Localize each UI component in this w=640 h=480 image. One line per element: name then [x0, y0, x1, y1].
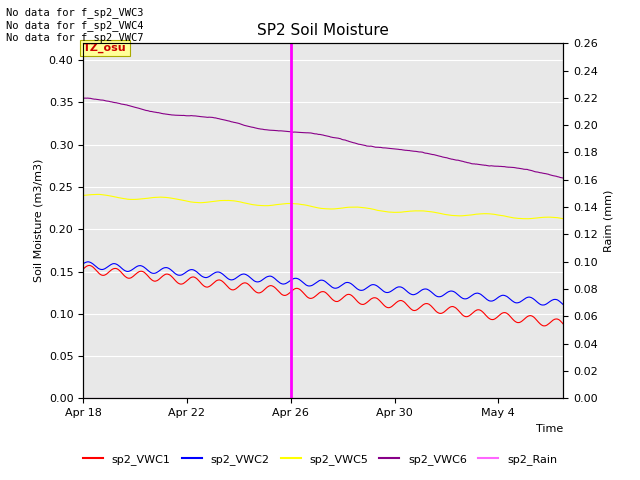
Legend: sp2_VWC1, sp2_VWC2, sp2_VWC5, sp2_VWC6, sp2_Rain: sp2_VWC1, sp2_VWC2, sp2_VWC5, sp2_VWC6, …	[78, 450, 562, 469]
Y-axis label: Soil Moisture (m3/m3): Soil Moisture (m3/m3)	[33, 159, 43, 283]
Y-axis label: Raim (mm): Raim (mm)	[604, 190, 613, 252]
Text: No data for f_sp2_VWC3
No data for f_sp2_VWC4
No data for f_sp2_VWC7: No data for f_sp2_VWC3 No data for f_sp2…	[6, 7, 144, 43]
Text: TZ_osu: TZ_osu	[83, 43, 127, 53]
X-axis label: Time: Time	[536, 424, 563, 433]
Title: SP2 Soil Moisture: SP2 Soil Moisture	[257, 23, 389, 38]
